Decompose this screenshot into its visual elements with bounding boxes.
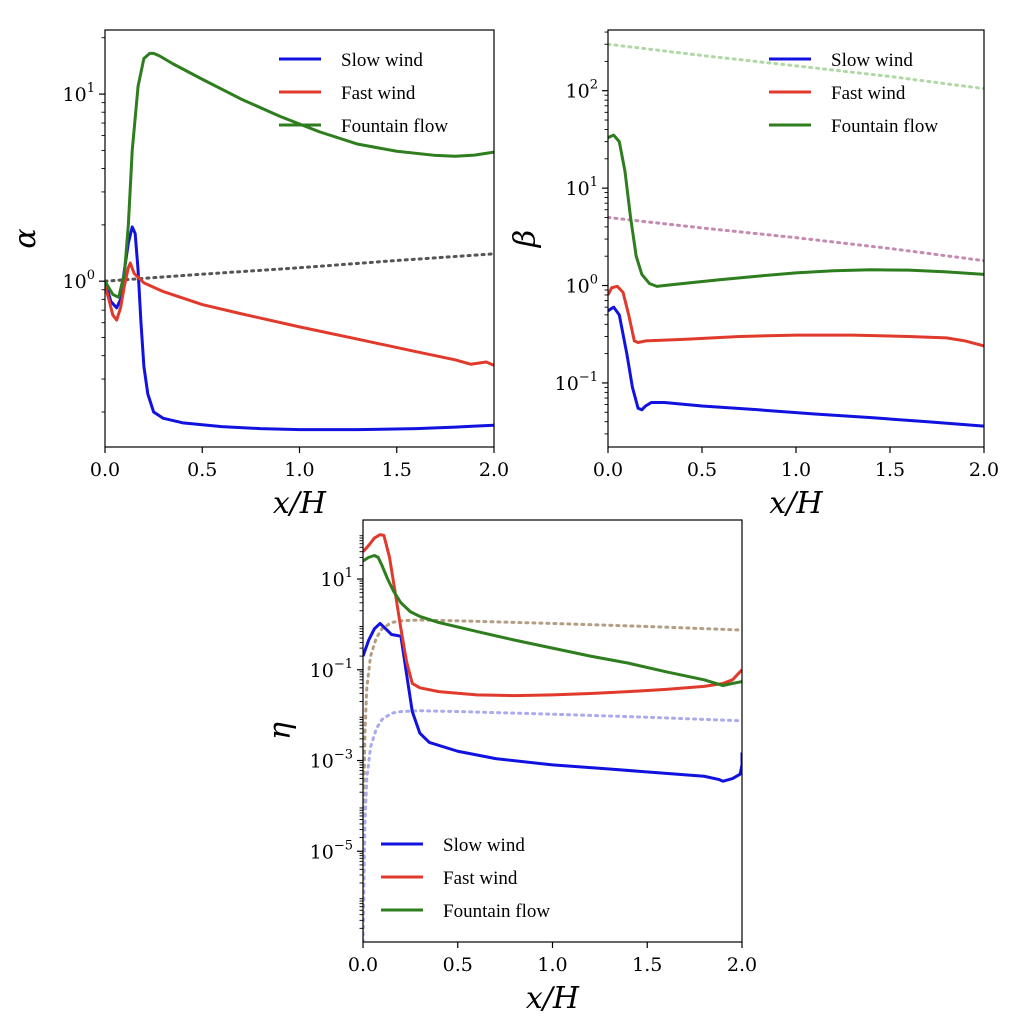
beta-xlabel: x/H	[769, 486, 823, 521]
eta-series-fast-wind	[363, 533, 742, 698]
beta-ytick-label: 100	[566, 273, 598, 298]
alpha-ytick-label: 101	[63, 81, 95, 106]
beta-xtick-label: 0.5	[687, 459, 717, 481]
beta-xtick-label: 1.0	[781, 459, 811, 481]
alpha-legend: Slow wind Fast wind Fountain flow	[279, 50, 448, 137]
beta-series-slow-wind	[608, 305, 984, 428]
eta-ytick-label: 10−1	[310, 657, 353, 682]
alpha-panel: 0.0 0.5 1.0 1.5 2.0 100 101 x/H α Slow wind Fast w…	[8, 29, 509, 521]
beta-xtick-label: 0.0	[593, 459, 623, 481]
alpha-xtick-label: 0.0	[90, 459, 120, 481]
eta-xtick-label: 2.0	[727, 954, 757, 976]
alpha-series-fast-wind	[105, 261, 494, 367]
beta-xtick-label: 2.0	[969, 459, 999, 481]
eta-ytick-label: 10−3	[310, 748, 353, 773]
eta-xtick-label: 1.5	[632, 954, 662, 976]
beta-ylabel: β	[508, 230, 543, 248]
beta-series-reference-2	[608, 215, 984, 263]
alpha-legend-entry: Fountain flow	[341, 116, 448, 137]
eta-ytick-label: 101	[321, 566, 353, 591]
beta-series-reference-1	[608, 42, 984, 91]
eta-xtick-label: 1.0	[537, 954, 567, 976]
alpha-ytick-label: 100	[63, 268, 95, 293]
eta-series-reference-2	[363, 709, 742, 942]
beta-ytick-label: 101	[566, 175, 598, 200]
beta-series-fast-wind	[608, 284, 984, 348]
eta-panel: 0.0 0.5 1.0 1.5 2.0 10−5 10−3 10−1 101 x/H η Slow w…	[263, 519, 757, 1016]
eta-legend-entry: Fountain flow	[443, 901, 550, 922]
alpha-xtick-label: 0.5	[187, 459, 217, 481]
beta-ytick-label: 10−1	[555, 370, 598, 395]
eta-legend-entry: Fast wind	[443, 868, 518, 889]
beta-legend-entry: Slow wind	[831, 50, 913, 71]
eta-ytick-label: 10−5	[310, 838, 353, 863]
alpha-xtick-label: 2.0	[479, 459, 509, 481]
beta-panel: 0.0 0.5 1.0 1.5 2.0 10−1 100 101 102 x/H β Slow win…	[508, 29, 999, 521]
alpha-xtick-label: 1.0	[284, 459, 314, 481]
eta-series-reference-1	[363, 618, 742, 942]
beta-series-fountain-flow	[608, 133, 984, 288]
eta-legend: Slow wind Fast wind Fountain flow	[381, 835, 550, 922]
alpha-legend-entry: Slow wind	[341, 50, 423, 71]
beta-xtick-label: 1.5	[875, 459, 905, 481]
alpha-xtick-label: 1.5	[382, 459, 412, 481]
eta-xlabel: x/H	[526, 981, 580, 1016]
beta-legend-entry: Fast wind	[831, 83, 906, 104]
alpha-xlabel: x/H	[273, 486, 327, 521]
alpha-series-reference	[105, 252, 494, 283]
alpha-legend-entry: Fast wind	[341, 83, 416, 104]
beta-legend: Slow wind Fast wind Fountain flow	[769, 50, 938, 137]
beta-ytick-label: 102	[566, 78, 598, 103]
eta-series-slow-wind	[363, 621, 742, 783]
alpha-ylabel: α	[8, 228, 43, 248]
eta-xtick-label: 0.5	[443, 954, 473, 976]
eta-xtick-label: 0.0	[348, 954, 378, 976]
eta-series-fountain-flow	[363, 554, 742, 688]
eta-ylabel: η	[263, 722, 298, 740]
eta-legend-entry: Slow wind	[443, 835, 525, 856]
beta-legend-entry: Fountain flow	[831, 116, 938, 137]
alpha-series-fountain-flow	[105, 51, 494, 299]
